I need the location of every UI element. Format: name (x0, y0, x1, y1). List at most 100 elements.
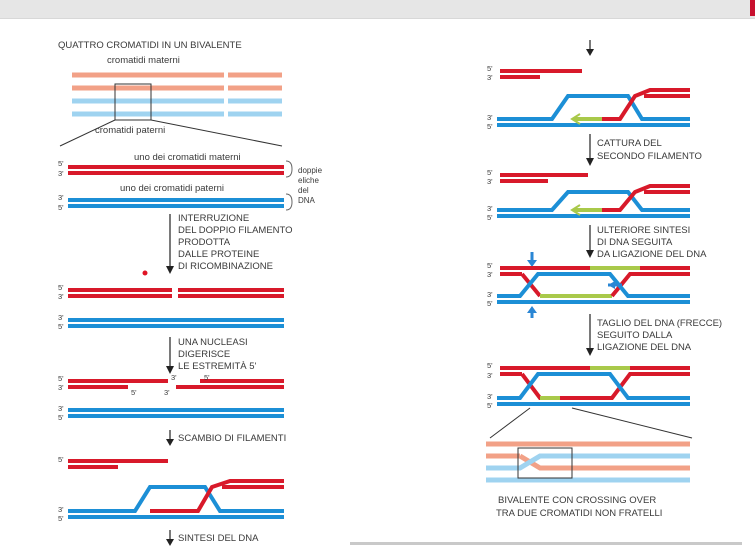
paternal-strand-invaded (68, 485, 284, 513)
step2-line2: DIGERISCE (178, 349, 230, 360)
step3-label: SCAMBIO DI FILAMENTI (178, 433, 286, 444)
helix-label-3: del (298, 186, 309, 195)
maternal-recombinant (520, 372, 690, 400)
synthesis-arrow-icon (570, 113, 581, 125)
zoom-line-left (59, 119, 116, 147)
end-3-prime: 3' (487, 113, 493, 122)
end-5-prime: 5' (487, 261, 493, 270)
down-arrow-icon (166, 366, 174, 374)
step5-line1: CATTURA DEL (597, 138, 662, 149)
zoom-line-right (571, 407, 693, 439)
end-3-prime: 3' (58, 169, 64, 178)
top-toolbar-strip (0, 0, 755, 19)
step6-line2: DI DNA SEGUITA (597, 237, 673, 248)
step6-line3: DA LIGAZIONE DEL DNA (597, 249, 707, 260)
label-paternal-chromatids: cromatidi paterni (95, 125, 165, 136)
end-5-prime: 5' (487, 213, 493, 222)
zoom-line-right (150, 119, 283, 147)
down-arrow-icon (586, 49, 594, 56)
invading-strand (602, 88, 690, 121)
panel-8-crossover-product (497, 366, 690, 406)
step7-line1: TAGLIO DEL DNA (FRECCE) (597, 318, 722, 329)
final-label-line2: TRA DUE CROMATIDI NON FRATELLI (496, 508, 662, 519)
end-3-prime: 3' (58, 505, 64, 514)
synthesis-arrow-icon (570, 204, 581, 216)
final-label-line1: BIVALENTE CON CROSSING OVER (498, 495, 656, 506)
end-5-prime: 5' (487, 122, 493, 131)
bivalent-diagram (59, 72, 283, 147)
zoom-line-left (489, 407, 531, 439)
cut-arrow-icon (527, 306, 537, 313)
end-5-prime: 5' (58, 455, 64, 464)
down-arrow-icon (586, 348, 594, 356)
step1-line3: PRODOTTA (178, 237, 231, 248)
label-maternal-chromatids: cromatidi materni (107, 55, 180, 66)
panel-2-break (68, 288, 284, 328)
end-5-prime: 5' (58, 283, 64, 292)
corner-red-marker (750, 0, 755, 16)
junction-2-crossing-red (610, 272, 690, 298)
end-5-prime: 5' (58, 374, 64, 383)
step1-line5: DI RICOMBINAZIONE (178, 261, 273, 272)
end-3-prime: 3' (58, 313, 64, 322)
end-5-prime: 5' (487, 168, 493, 177)
end-3-prime: 3' (58, 292, 64, 301)
panel-7-double-holliday (497, 266, 690, 304)
end-3-prime: 3' (487, 204, 493, 213)
end-3-prime: 3' (58, 193, 64, 202)
end-5-prime: 5' (58, 413, 64, 422)
caption-line (350, 542, 742, 545)
title-four-chromatids: QUATTRO CROMATIDI IN UN BIVALENTE (58, 40, 242, 51)
end-3-prime: 3' (58, 383, 64, 392)
label-one-paternal: uno dei cromatidi paterni (120, 183, 224, 194)
end-3-prime: 3' (487, 177, 493, 186)
paternal-displaced-loop (497, 190, 690, 212)
end-5-prime: 5' (487, 401, 493, 410)
end-5-prime: 5' (487, 361, 493, 370)
paternal-recomb (486, 453, 690, 471)
panel-3-resection (68, 379, 284, 418)
helix-label-1: doppie (298, 166, 323, 175)
down-arrow-icon (166, 266, 174, 274)
maternal-recomb-right (518, 453, 690, 471)
step1-line1: INTERRUZIONE (178, 213, 249, 224)
panel-4-strand-exchange (68, 459, 284, 519)
panel-1-duplexes (68, 165, 284, 208)
step5-line2: SECONDO FILAMENTO (597, 151, 702, 162)
paternal-crossed-strand (497, 272, 690, 298)
invading-maternal-strand (150, 479, 284, 513)
zoom-box (114, 83, 152, 121)
step2-line3: LE ESTREMITÀ 5' (178, 361, 257, 372)
step1-line2: DEL DOPPIO FILAMENTO (178, 225, 293, 236)
end-5-prime: 5' (204, 373, 210, 382)
final-bivalent-diagram (486, 441, 690, 483)
cut-arrow-icon (608, 281, 615, 289)
caption-text-blurred (350, 542, 742, 545)
end-5-prime: 5' (58, 322, 64, 331)
zoom-box (517, 447, 573, 479)
end-3-prime: 3' (164, 388, 170, 397)
end-5-prime: 5' (58, 159, 64, 168)
step2-line1: UNA NUCLEASI (178, 337, 248, 348)
invading-strand (602, 184, 690, 212)
step1-line4: DALLE PROTEINE (178, 249, 259, 260)
end-5-prime: 5' (58, 514, 64, 523)
step7-line3: LIGAZIONE DEL DNA (597, 342, 692, 353)
end-3-prime: 3' (58, 404, 64, 413)
helix-bracket-top (285, 160, 293, 178)
cut-arrow-icon (527, 260, 537, 267)
end-5-prime: 5' (58, 203, 64, 212)
end-5-prime: 5' (487, 299, 493, 308)
helix-label-4: DNA (298, 196, 316, 205)
label-one-maternal: uno dei cromatidi materni (134, 152, 241, 163)
end-3-prime: 3' (487, 371, 493, 380)
paternal-recombinant (497, 372, 690, 400)
end-3-prime: 3' (171, 373, 177, 382)
step7-line2: SEGUITO DALLA (597, 330, 673, 341)
step4-label: SINTESI DEL DNA (178, 533, 259, 544)
down-arrow-icon (586, 250, 594, 258)
panel-6-second-end-capture (497, 173, 690, 218)
end-3-prime: 3' (487, 270, 493, 279)
end-5-prime: 5' (131, 388, 137, 397)
